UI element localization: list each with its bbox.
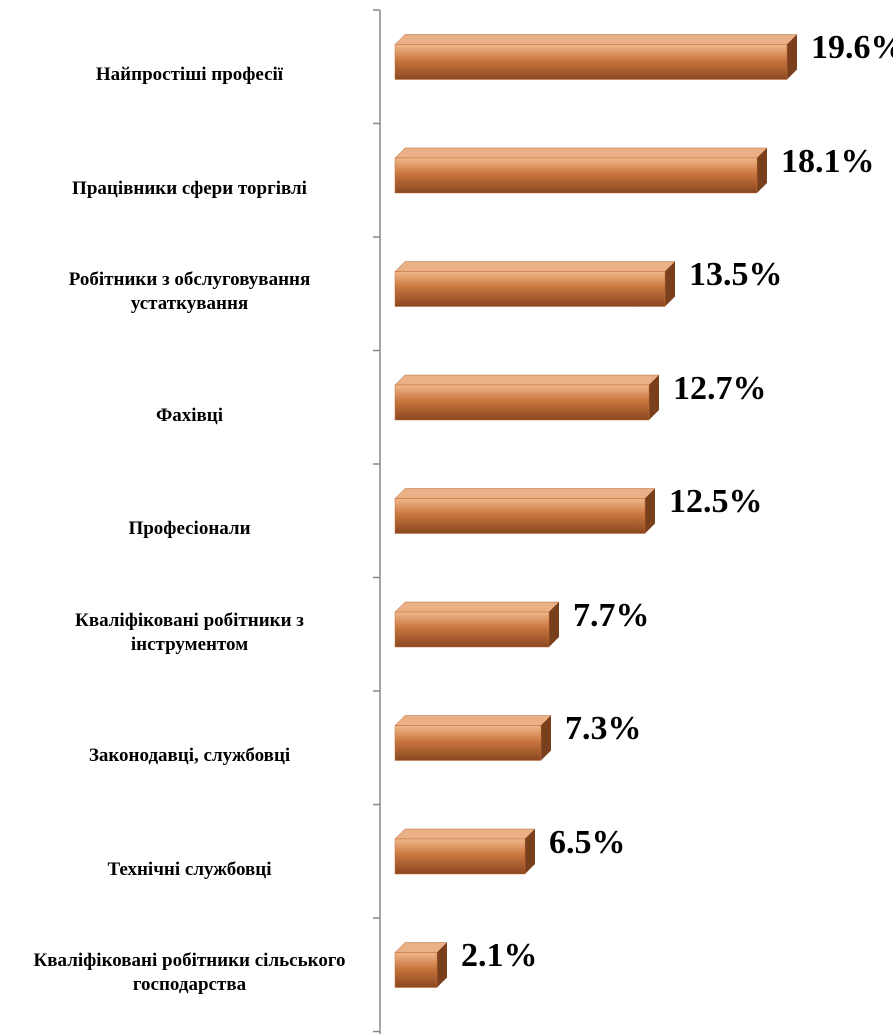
bar-front	[394, 725, 542, 761]
bar-side	[757, 148, 767, 193]
category-label: Кваліфіковані робітники з інструментом	[75, 609, 304, 655]
value-label: 7.3%	[561, 710, 646, 748]
bar	[394, 261, 676, 307]
category-label: Найпростіші професії	[95, 64, 284, 85]
bar-top	[394, 828, 536, 840]
bar-front	[394, 498, 646, 534]
bar	[394, 942, 448, 988]
bar	[394, 488, 656, 534]
category-label: Законодавці, службовці	[88, 745, 291, 766]
bar-side	[645, 488, 655, 534]
value-label: 12.5%	[665, 483, 767, 521]
bar	[394, 34, 798, 80]
bar-front	[394, 952, 438, 988]
category-label: Технічні службовці	[107, 858, 272, 880]
value-label: 19.6%	[807, 29, 893, 67]
bar-front	[394, 611, 550, 648]
bar-top	[394, 374, 660, 386]
bar-top	[394, 488, 656, 499]
category-label: Робітники з обслуговування устаткування	[68, 269, 311, 314]
bar	[394, 601, 560, 648]
value-label: 7.7%	[569, 596, 654, 635]
category-label: Фахівці	[155, 404, 224, 426]
bar	[394, 147, 768, 194]
bar-front	[394, 271, 666, 307]
category-label: Кваліфіковані робітники сільського госпо…	[33, 950, 346, 995]
bar-top	[394, 147, 768, 159]
bar-side	[437, 942, 447, 988]
bar-front	[394, 838, 526, 875]
bar	[394, 828, 536, 875]
bar-top	[394, 261, 676, 272]
bar-front	[394, 44, 788, 80]
value-label: 18.1%	[777, 142, 879, 181]
bar-top	[394, 34, 798, 45]
bar-front	[394, 157, 758, 194]
bar-side	[525, 829, 535, 874]
value-label: 13.5%	[685, 256, 787, 294]
value-label: 6.5%	[545, 823, 630, 862]
bar-front	[394, 384, 650, 421]
bar-top	[394, 601, 560, 613]
bar-top	[394, 715, 552, 726]
bar-side	[665, 261, 675, 307]
bar	[394, 374, 660, 421]
value-label: 12.7%	[669, 369, 771, 408]
category-label: Професіонали	[128, 518, 251, 539]
bar	[394, 715, 552, 761]
bar-side	[649, 375, 659, 420]
category-label: Працівники сфери торгівлі	[72, 177, 307, 199]
value-label: 2.1%	[457, 937, 542, 975]
bar-side	[541, 715, 551, 761]
bar-side	[549, 602, 559, 647]
bar-side	[787, 34, 797, 80]
